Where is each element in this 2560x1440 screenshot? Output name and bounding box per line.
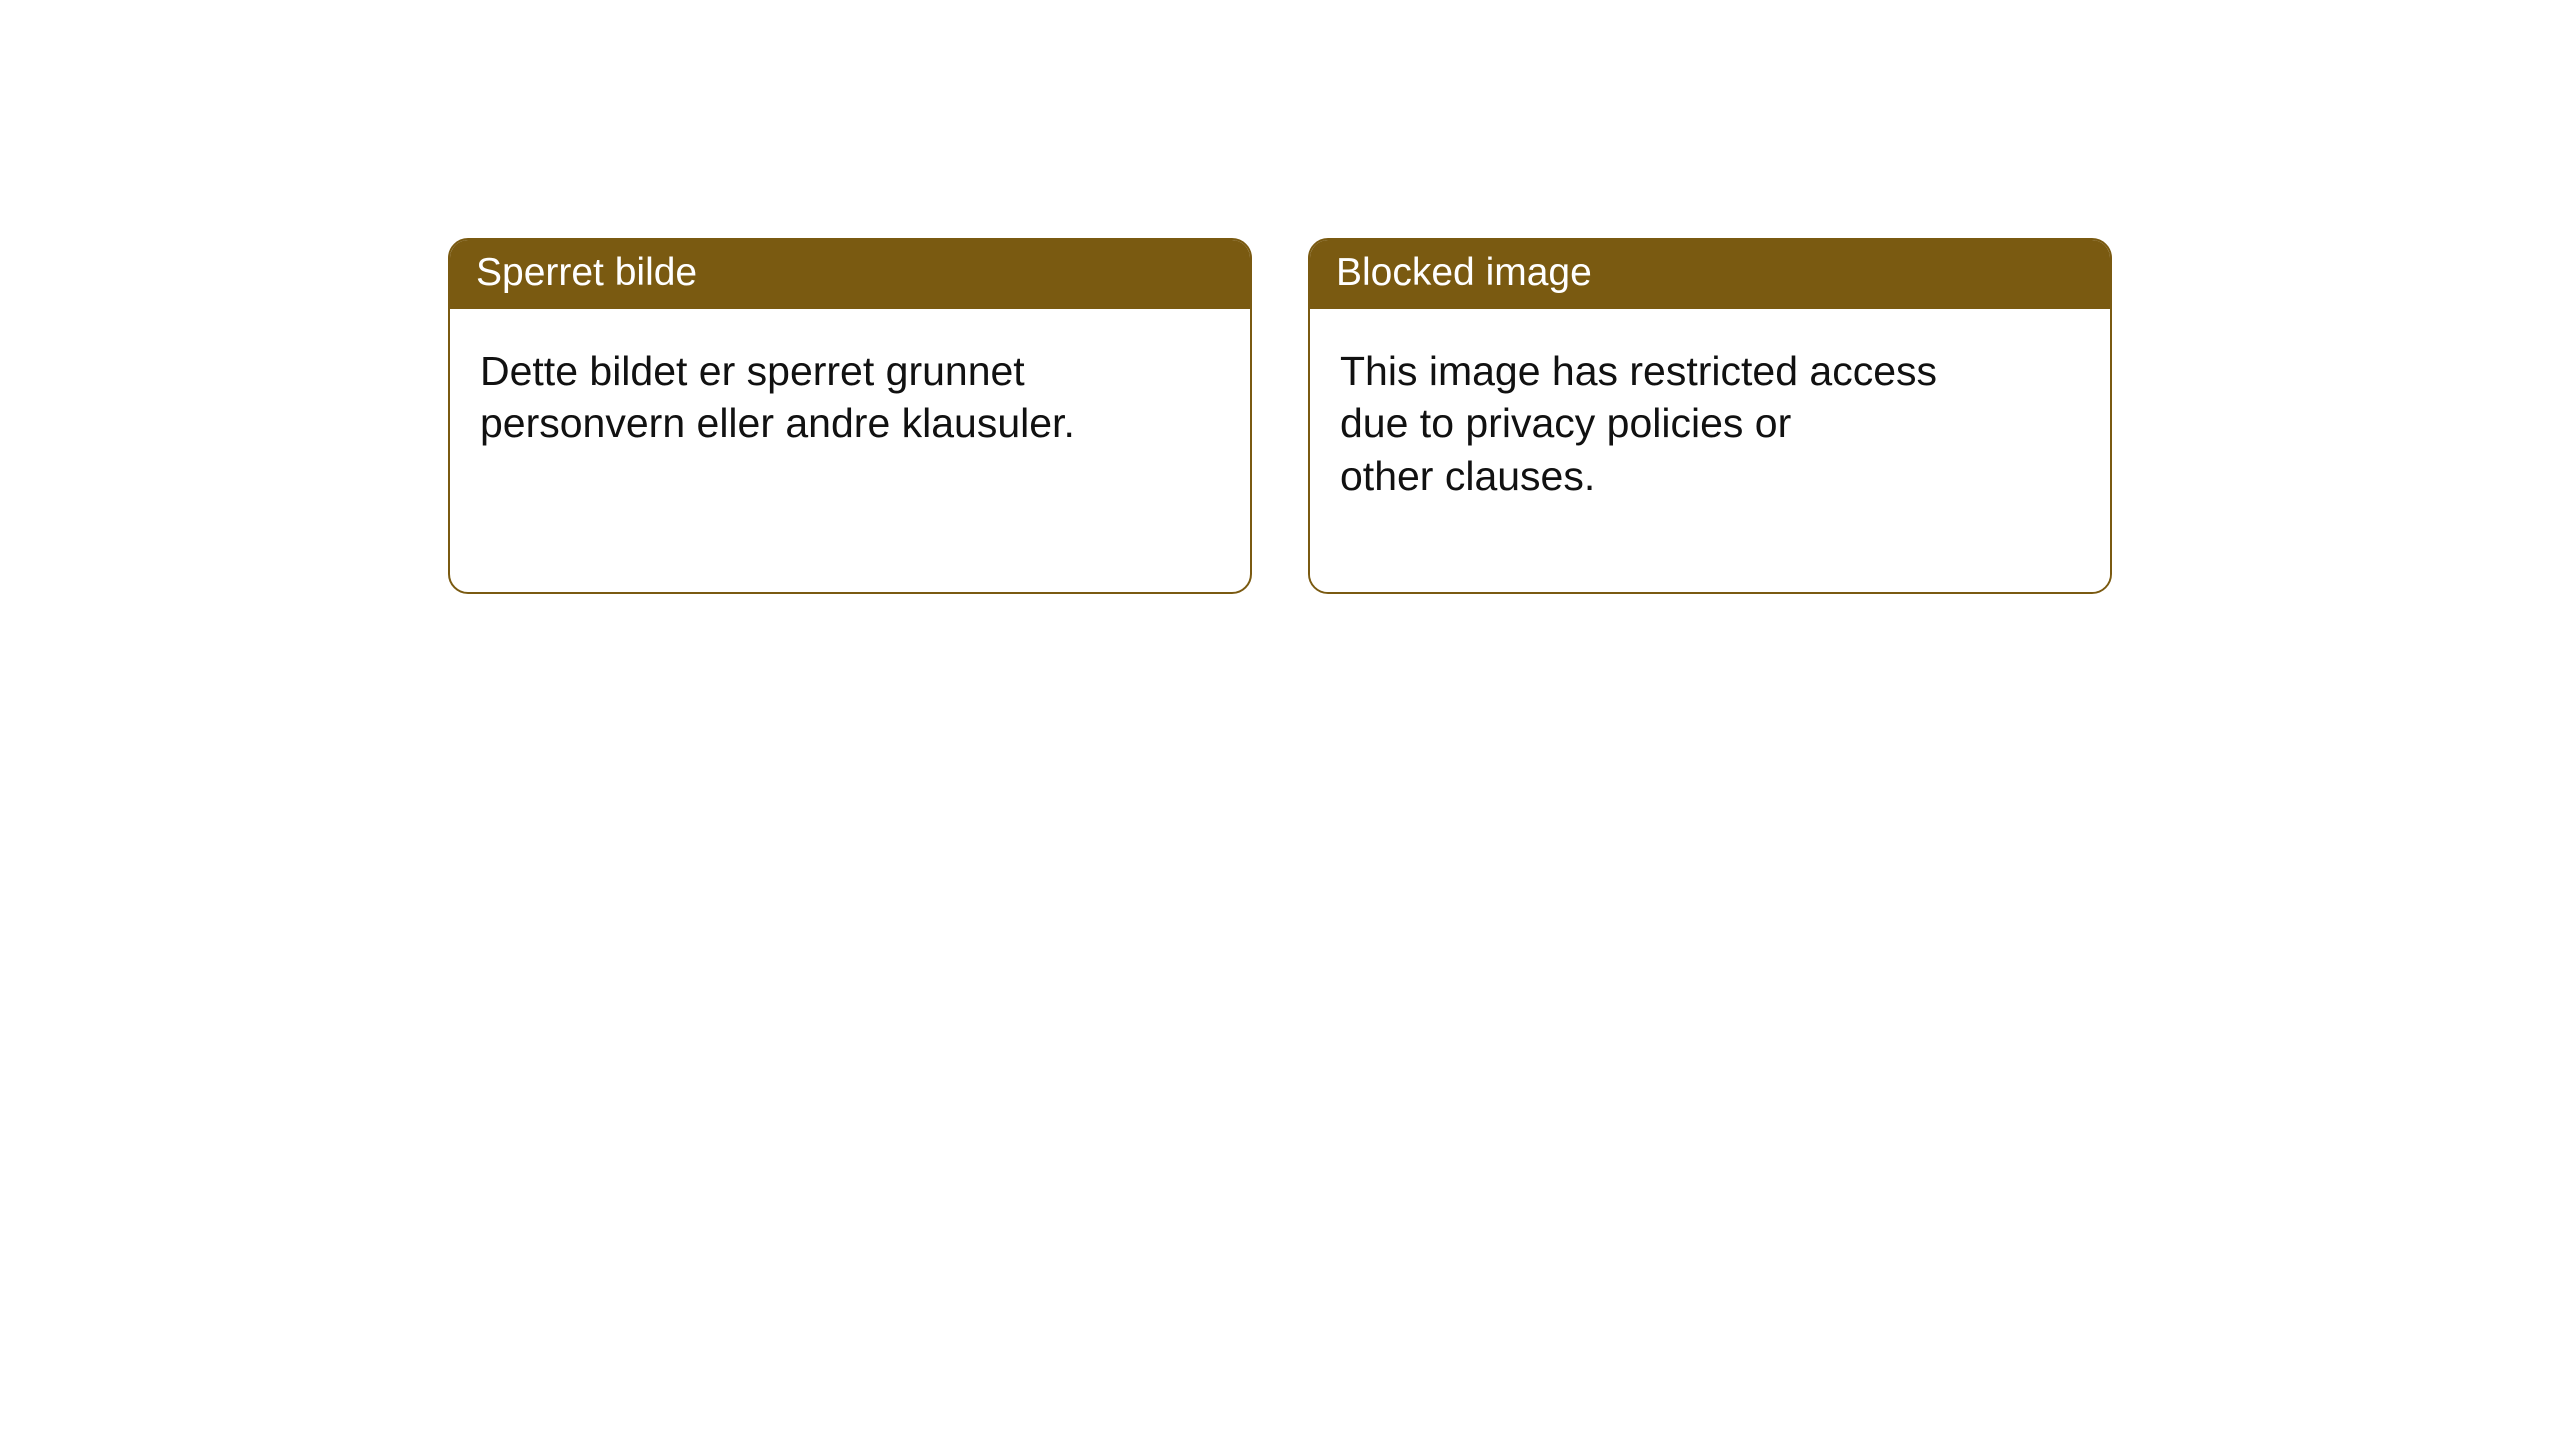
notice-card-en: Blocked image This image has restricted … — [1308, 238, 2112, 594]
notice-card-body-no: Dette bildet er sperret grunnet personve… — [450, 309, 1250, 540]
notice-card-header-no: Sperret bilde — [450, 240, 1250, 309]
notice-card-no: Sperret bilde Dette bildet er sperret gr… — [448, 238, 1252, 594]
notice-card-body-en: This image has restricted access due to … — [1310, 309, 2110, 592]
notice-card-header-en: Blocked image — [1310, 240, 2110, 309]
notice-cards-row: Sperret bilde Dette bildet er sperret gr… — [0, 0, 2560, 594]
